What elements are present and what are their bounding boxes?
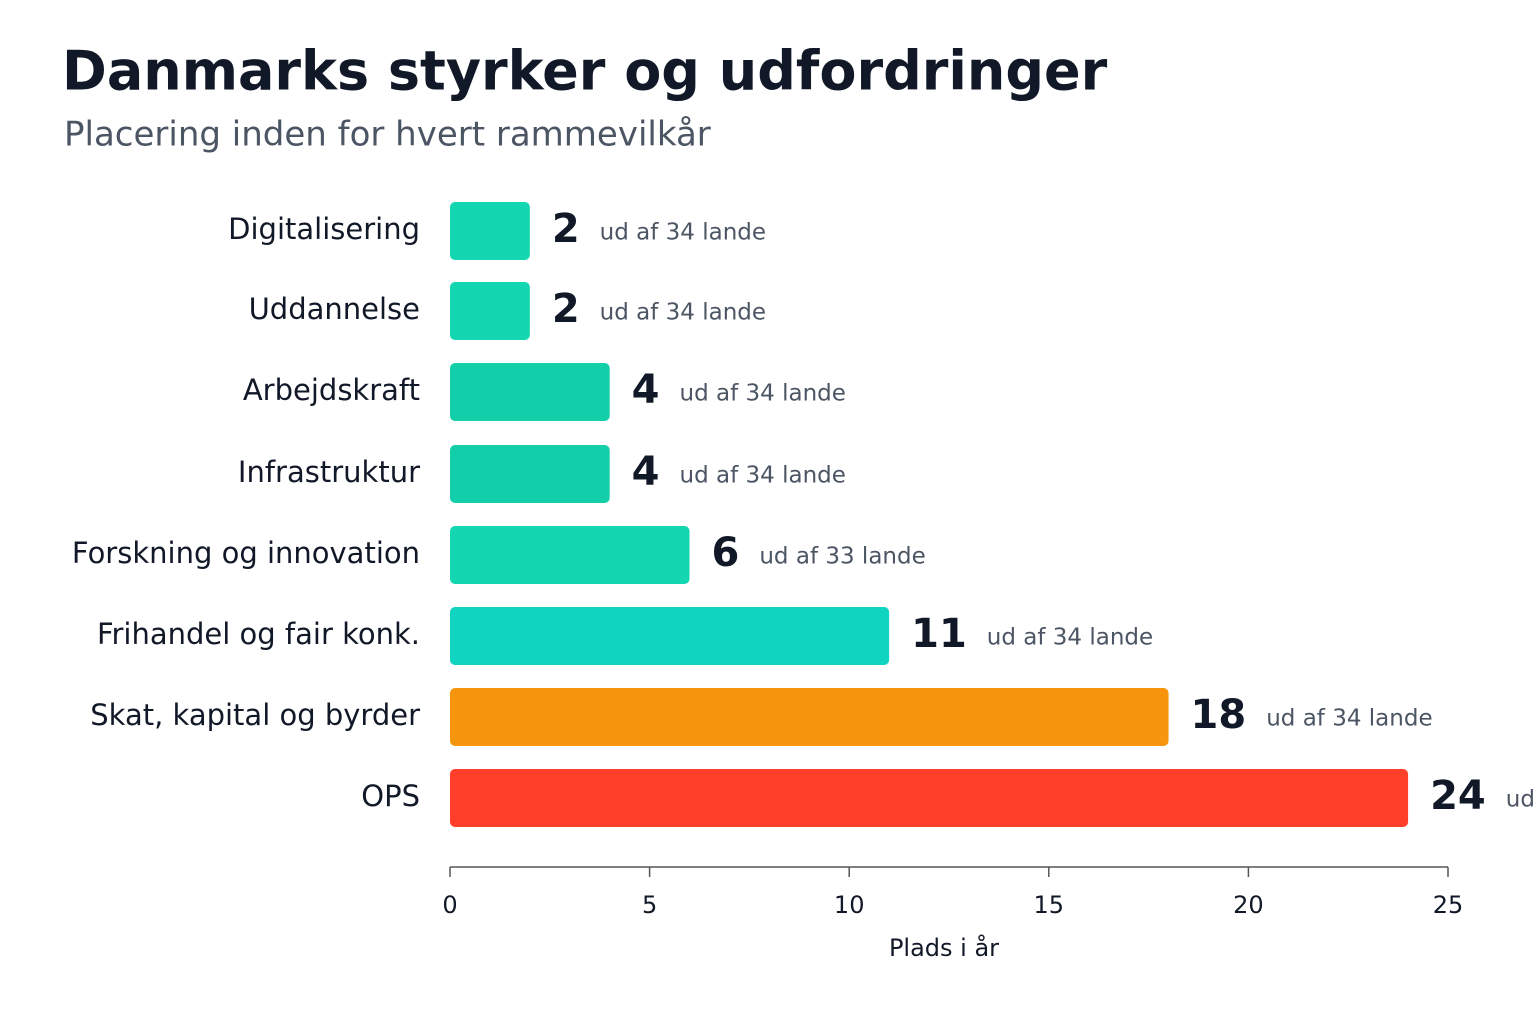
- category-label: Uddannelse: [249, 292, 420, 326]
- value-note: ud af 34 lande: [600, 300, 766, 326]
- value-note: ud af 34 lande: [987, 625, 1153, 651]
- category-label: Frihandel og fair konk.: [97, 617, 420, 651]
- value-note: ud af 34 lande: [680, 463, 846, 489]
- category-label: Skat, kapital og byrder: [90, 698, 420, 732]
- x-tick-label: 10: [834, 891, 865, 919]
- value-label: 6: [712, 530, 740, 576]
- category-label: Forskning og innovation: [72, 536, 420, 570]
- value-note: ud af 34 lande: [600, 220, 766, 246]
- value-label: 18: [1191, 692, 1247, 738]
- value-label: 2: [552, 206, 580, 252]
- x-tick-label: 15: [1034, 891, 1065, 919]
- value-label: 4: [632, 449, 660, 495]
- bar: [450, 526, 690, 584]
- bar: [450, 363, 610, 421]
- x-tick-label: 5: [642, 891, 657, 919]
- value-label: 11: [911, 611, 967, 657]
- chart-title: Danmarks styrker og udfordringer: [62, 40, 1108, 103]
- bar: [450, 688, 1169, 746]
- bar: [450, 607, 890, 665]
- x-axis-label: Plads i år: [889, 933, 999, 962]
- category-label: Arbejdskraft: [243, 373, 420, 407]
- value-label: 24: [1430, 773, 1486, 819]
- category-label: OPS: [361, 779, 420, 813]
- category-label: Digitalisering: [228, 212, 420, 246]
- bar: [450, 202, 530, 260]
- value-label: 2: [552, 286, 580, 332]
- value-note: ud af 33 lande: [759, 544, 925, 570]
- bar: [450, 445, 610, 503]
- bar: [450, 282, 530, 340]
- x-tick-label: 25: [1433, 891, 1464, 919]
- value-label: 4: [632, 367, 660, 413]
- bar: [450, 769, 1409, 827]
- x-tick-label: 20: [1233, 891, 1264, 919]
- value-note: ud af 34 lande: [1266, 706, 1432, 732]
- value-note: ud af 34 lande: [680, 381, 846, 407]
- x-tick-label: 0: [442, 891, 457, 919]
- chart-subtitle: Placering inden for hvert rammevilkår: [64, 115, 711, 155]
- value-note: ud af 33 lande: [1506, 787, 1536, 813]
- category-label: Infrastruktur: [238, 455, 420, 489]
